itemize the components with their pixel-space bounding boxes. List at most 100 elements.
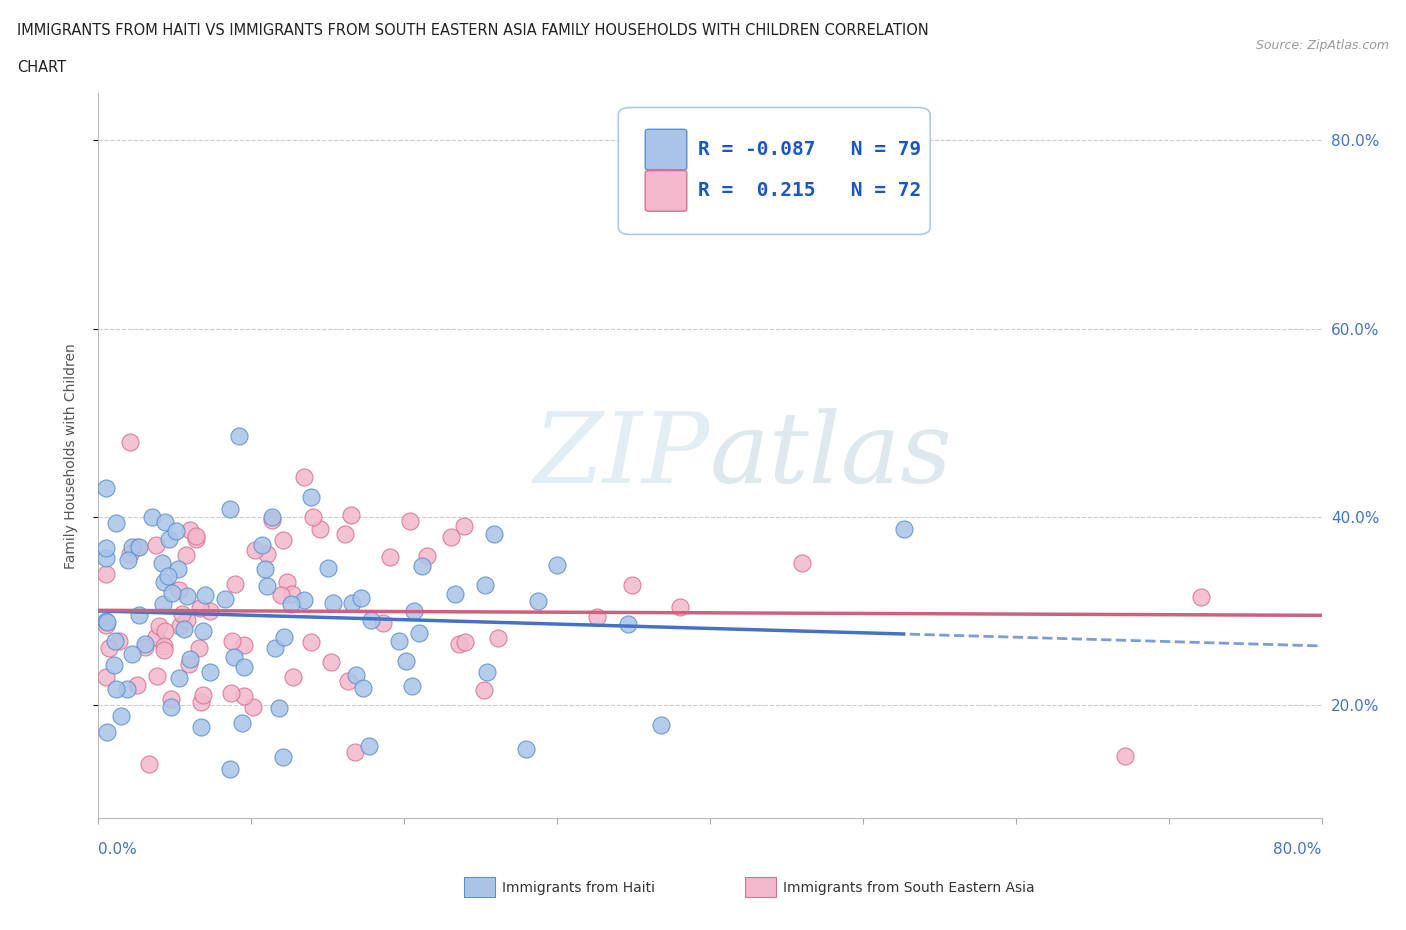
Point [120,547,142,562]
Y-axis label: Family Households with Children: Family Households with Children [63,343,77,568]
Point [167,562,190,577]
Point [387,633,409,648]
Point [128,539,150,554]
Point [526,593,548,608]
Text: R = -0.087   N = 79: R = -0.087 N = 79 [697,140,921,159]
Text: Source: ZipAtlas.com: Source: ZipAtlas.com [1256,39,1389,52]
Point [96,724,118,739]
Point [790,556,813,571]
Point [273,630,295,644]
Point [308,522,330,537]
Point [360,612,382,627]
Point [233,638,256,653]
Point [103,658,125,672]
Point [380,550,402,565]
Point [256,578,278,593]
Point [134,640,156,655]
Point [222,649,245,664]
Point [110,709,132,724]
Point [94,614,117,629]
Point [262,510,284,525]
Point [472,683,495,698]
Point [893,521,915,536]
Point [153,642,176,657]
Point [335,526,357,541]
Point [294,470,316,485]
Point [344,668,367,683]
Point [276,575,298,590]
Point [214,591,236,606]
Point [371,616,394,631]
Point [233,688,256,703]
Point [145,630,167,644]
Point [105,682,128,697]
Point [444,587,467,602]
Point [231,715,253,730]
Point [1114,749,1136,764]
Point [198,604,221,618]
Text: 80.0%: 80.0% [1274,842,1322,857]
Point [160,586,183,601]
Point [270,587,292,602]
Point [167,583,190,598]
Point [404,604,426,618]
Point [128,607,150,622]
Point [416,549,439,564]
Point [146,669,169,684]
Point [138,757,160,772]
Point [153,574,176,589]
Point [145,538,167,552]
Point [186,532,208,547]
Point [159,700,181,715]
Point [250,538,273,552]
Point [281,587,304,602]
Point [96,614,118,629]
Point [125,678,148,693]
Point [401,679,423,694]
Point [399,513,422,528]
Point [125,540,148,555]
Point [301,510,323,525]
Point [228,429,250,444]
Point [299,634,322,649]
Point [343,745,366,760]
Point [187,641,209,656]
Point [179,522,201,537]
Point [165,524,187,538]
Point [254,561,277,576]
Point [191,688,214,703]
Point [134,636,156,651]
Point [440,529,463,544]
Point [94,540,117,555]
Point [318,561,340,576]
Point [169,671,191,685]
Point [219,762,242,777]
Point [340,507,363,522]
Point [107,633,129,648]
Point [515,742,537,757]
Point [117,552,139,567]
Point [271,532,294,547]
Text: CHART: CHART [17,60,66,75]
Point [243,542,266,557]
Point [176,589,198,604]
Point [118,434,141,449]
Point [121,539,143,554]
Point [174,548,197,563]
Point [150,555,173,570]
Point [172,607,194,622]
Point [280,597,302,612]
FancyBboxPatch shape [645,170,686,211]
Point [159,692,181,707]
Point [141,510,163,525]
Point [221,685,243,700]
Point [155,515,177,530]
Point [395,654,418,669]
Point [454,635,477,650]
Point [340,596,363,611]
Point [121,646,143,661]
Point [224,577,246,591]
Point [359,738,381,753]
Point [104,633,127,648]
Point [482,526,505,541]
